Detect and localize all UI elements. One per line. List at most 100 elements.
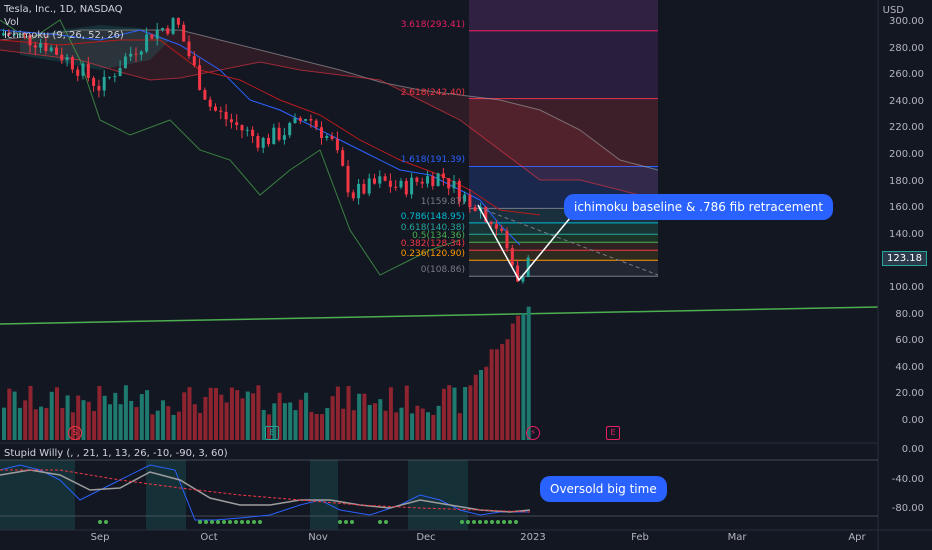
ichimoku-lagging-span bbox=[0, 19, 461, 276]
price-tick-label: 280.00 bbox=[889, 42, 924, 54]
volume-bar bbox=[335, 386, 340, 440]
volume-bar bbox=[394, 412, 399, 440]
candle-body bbox=[320, 127, 323, 139]
fib-label: 0(108.86) bbox=[420, 265, 465, 276]
volume-bar bbox=[420, 408, 425, 440]
legend-symbol[interactable]: Tesla, Inc., 1D, NASDAQ bbox=[4, 4, 123, 15]
volume-bar bbox=[452, 387, 457, 440]
osc-oversold-dots bbox=[98, 520, 518, 524]
oversold-dot bbox=[478, 520, 482, 524]
volume-bar bbox=[7, 388, 12, 440]
volume-bar bbox=[155, 410, 160, 440]
v-reversal-drawing[interactable] bbox=[477, 204, 571, 282]
candle-body bbox=[521, 276, 525, 282]
volume-bar bbox=[494, 349, 499, 440]
event-upcoming-earnings-icon[interactable]: E bbox=[606, 426, 620, 440]
time-tick-label: Apr bbox=[848, 532, 866, 543]
price-tick-label: 20.00 bbox=[895, 388, 924, 400]
legend-oscillator[interactable]: Stupid Willy (, , 21, 1, 13, 26, -10, -9… bbox=[4, 448, 228, 459]
volume-bar bbox=[510, 323, 515, 440]
volume-bar bbox=[150, 414, 155, 440]
fib-label: 1.618(191.39) bbox=[400, 155, 465, 166]
candle-body bbox=[473, 207, 477, 212]
candle-body bbox=[23, 33, 27, 35]
candle-body bbox=[240, 125, 244, 131]
price-tick-label: 40.00 bbox=[895, 361, 924, 373]
candle-body bbox=[28, 34, 32, 46]
oversold-dot bbox=[222, 520, 226, 524]
volume-bar bbox=[357, 393, 362, 440]
price-tick-label: 0.00 bbox=[901, 415, 924, 426]
price-tick-label: 140.00 bbox=[889, 228, 924, 240]
event-split-icon[interactable]: S bbox=[68, 426, 82, 440]
candle-body bbox=[367, 178, 371, 194]
event-lightning-icon[interactable]: ⚡ bbox=[526, 426, 540, 440]
candle-body bbox=[92, 77, 96, 86]
volume-bar bbox=[17, 407, 22, 440]
candle-body bbox=[161, 28, 164, 30]
volume-bar bbox=[489, 349, 494, 440]
volume-bar bbox=[214, 388, 218, 440]
candle-body bbox=[457, 180, 461, 202]
candle-body bbox=[314, 120, 318, 128]
time-tick-label: Oct bbox=[200, 532, 218, 543]
volume-bar bbox=[60, 407, 65, 440]
candle-body bbox=[60, 54, 64, 61]
volume-bar bbox=[251, 393, 256, 440]
support-trendline[interactable] bbox=[0, 306, 879, 325]
callout-oversold[interactable]: Oversold big time bbox=[540, 476, 667, 502]
candle-body bbox=[102, 76, 106, 91]
candle-body bbox=[431, 176, 435, 186]
time-tick-label: 2023 bbox=[520, 532, 546, 543]
ichimoku-cloud-bearish bbox=[0, 30, 658, 200]
candlestick-series[interactable] bbox=[2, 16, 530, 284]
volume-bar bbox=[245, 391, 250, 440]
volume-bar bbox=[457, 413, 462, 440]
candle-body bbox=[394, 186, 398, 188]
oversold-dot bbox=[508, 520, 512, 524]
fib-zone-1618-2618 bbox=[469, 100, 658, 167]
volume-bar bbox=[123, 385, 128, 440]
oversold-dot bbox=[234, 520, 238, 524]
volume-bar bbox=[240, 398, 245, 440]
candle-body bbox=[526, 257, 530, 277]
fib-zone-0236-0382 bbox=[469, 250, 658, 260]
volume-bar bbox=[113, 392, 118, 440]
volume-bar bbox=[49, 391, 54, 440]
fib-zone-0382-05 bbox=[469, 242, 658, 250]
candle-body bbox=[12, 33, 16, 36]
oversold-dot bbox=[252, 520, 256, 524]
candle-body bbox=[150, 34, 154, 39]
candle-body bbox=[256, 135, 260, 148]
candle-body bbox=[86, 63, 90, 78]
current-price-tag: 123.18 bbox=[882, 251, 927, 266]
candle-body bbox=[362, 183, 366, 194]
legend-ichimoku[interactable]: Ichimoku (9, 26, 52, 26) bbox=[4, 30, 124, 41]
legend-volume[interactable]: Vol bbox=[4, 17, 19, 28]
fib-label: 3.618(293.41) bbox=[400, 19, 465, 30]
volume-bar bbox=[526, 306, 531, 440]
volume-bar bbox=[410, 413, 415, 440]
candle-body bbox=[399, 180, 403, 188]
fib-label: 1(159.87) bbox=[420, 197, 465, 208]
candle-body bbox=[516, 265, 520, 282]
callout-ichimoku-fib[interactable]: ichimoku baseline & .786 fib retracement bbox=[564, 194, 834, 220]
fib-label: 0.236(120.90) bbox=[400, 249, 465, 260]
candle-body bbox=[229, 119, 233, 123]
oversold-dot bbox=[384, 520, 388, 524]
oversold-dot bbox=[502, 520, 506, 524]
candle-body bbox=[452, 180, 456, 189]
volume-bars bbox=[2, 306, 531, 440]
volume-bar bbox=[118, 404, 123, 440]
candle-body bbox=[108, 76, 111, 78]
volume-bar bbox=[500, 343, 505, 440]
volume-bar bbox=[33, 409, 38, 440]
event-earnings-icon[interactable]: E bbox=[265, 426, 279, 440]
volume-bar bbox=[219, 394, 224, 440]
osc-slow-line bbox=[0, 469, 531, 513]
candle-body bbox=[235, 122, 239, 126]
candle-body bbox=[214, 106, 217, 111]
volume-bar bbox=[12, 391, 17, 440]
volume-bar bbox=[102, 395, 107, 440]
